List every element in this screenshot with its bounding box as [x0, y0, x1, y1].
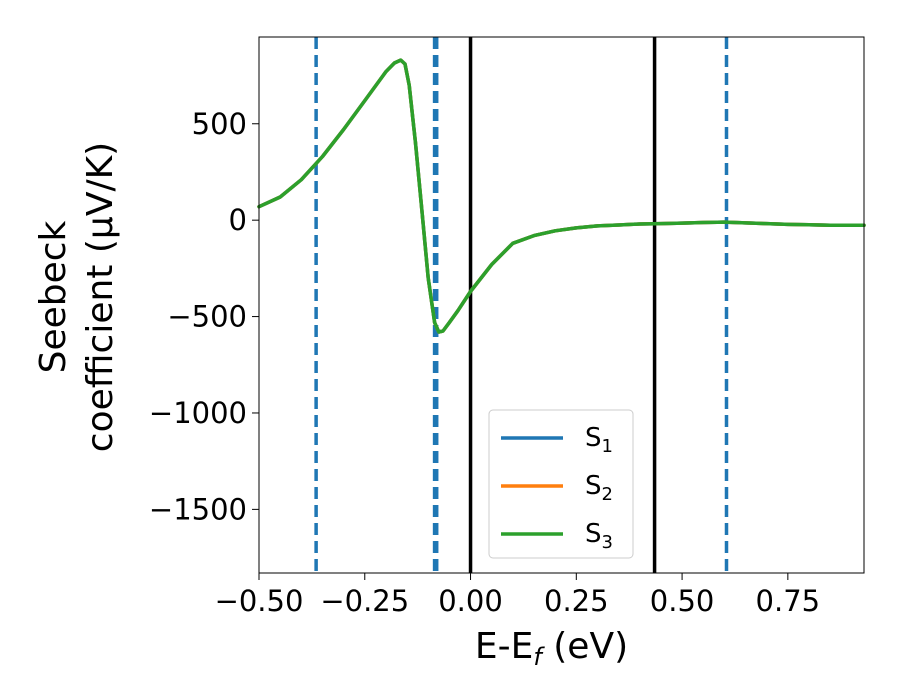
y-tick-label: −500 [167, 300, 247, 334]
x-tick-label: −0.25 [320, 584, 409, 618]
y-axis-label-line2: coefficient (μV/K) [80, 142, 121, 452]
y-tick-label: 500 [192, 107, 247, 141]
series-line-s3 [257, 58, 866, 334]
y-axis-label-line1: Seebeck [33, 220, 74, 373]
x-tick-label: 0.50 [650, 584, 715, 618]
series-line-s2 [257, 58, 866, 334]
series-line-s1 [257, 58, 866, 334]
legend-label-s2: S2 [585, 471, 613, 505]
reference-lines [314, 37, 729, 573]
x-tick-label: −0.50 [215, 584, 304, 618]
x-tick-label: 0.25 [544, 584, 609, 618]
plot-frame [258, 36, 865, 574]
series-curves [257, 58, 866, 334]
legend-item-s3: S3 [501, 519, 613, 553]
x-tick-label: 0.00 [438, 584, 503, 618]
y-axis-label: Seebeck coefficient (μV/K) [33, 142, 121, 452]
x-axis-label: E-Ef (eV) [475, 626, 628, 671]
axis-ticks: −0.50 −0.25 0.00 0.25 0.50 0.75 500 0 −500 −1000 −… [149, 107, 820, 618]
y-tick-label: −1500 [149, 492, 247, 526]
legend-item-s1: S1 [501, 423, 613, 457]
legend-item-s2: S2 [501, 471, 613, 505]
legend: S1 S2 S3 [488, 409, 634, 559]
y-tick-label: 0 [229, 203, 247, 237]
x-tick-label: 0.75 [756, 584, 821, 618]
y-tick-label: −1000 [149, 396, 247, 430]
legend-box [488, 409, 634, 559]
legend-label-s1: S1 [585, 423, 613, 457]
legend-label-s3: S3 [585, 519, 613, 553]
